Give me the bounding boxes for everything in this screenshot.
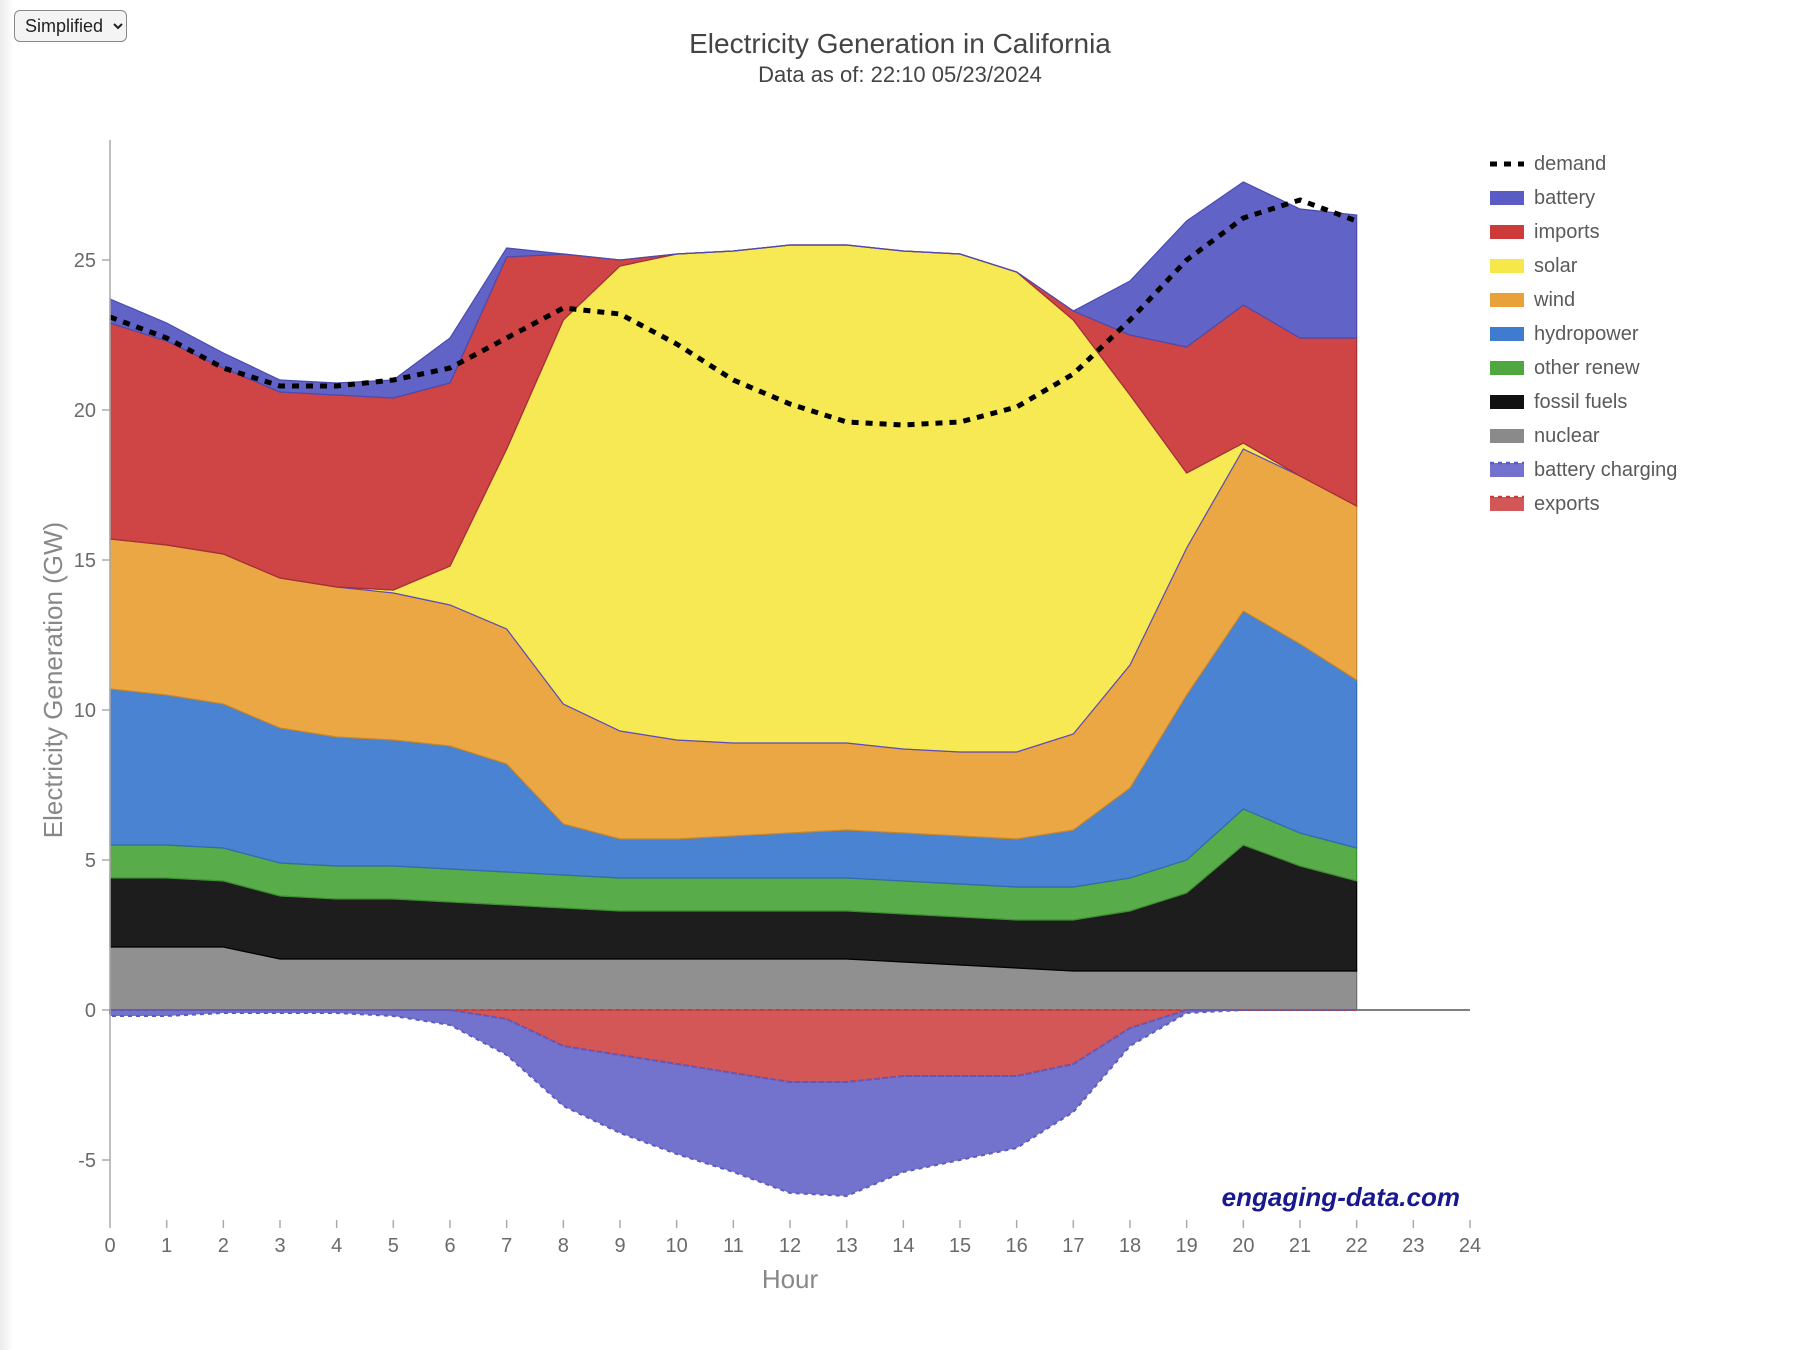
- x-tick-label: 7: [501, 1235, 512, 1257]
- legend-swatch-fill: [1490, 191, 1524, 205]
- legend-item-other_renew[interactable]: other renew: [1490, 357, 1640, 379]
- x-tick-label: 22: [1346, 1235, 1368, 1257]
- legend-label: battery: [1534, 187, 1595, 209]
- x-tick-label: 9: [614, 1235, 625, 1257]
- legend: demand battery imports solar wind hydropower o…: [1490, 153, 1677, 515]
- view-mode-select[interactable]: Simplified: [14, 10, 127, 42]
- legend-swatch-fill: [1490, 395, 1524, 409]
- x-tick-label: 1: [161, 1235, 172, 1257]
- page-left-shadow: [0, 0, 14, 1350]
- chart-container: -505101520250123456789101112131415161718…: [40, 130, 1760, 1310]
- x-tick-label: 12: [779, 1235, 801, 1257]
- legend-label: demand: [1534, 153, 1606, 175]
- x-tick-label: 4: [331, 1235, 342, 1257]
- legend-item-fossil[interactable]: fossil fuels: [1490, 391, 1627, 413]
- legend-swatch-fill: [1490, 327, 1524, 341]
- x-tick-label: 18: [1119, 1235, 1141, 1257]
- legend-item-solar[interactable]: solar: [1490, 255, 1578, 277]
- x-tick-label: 8: [558, 1235, 569, 1257]
- legend-label: other renew: [1534, 357, 1640, 379]
- legend-label: exports: [1534, 493, 1600, 515]
- x-tick-label: 10: [666, 1235, 688, 1257]
- chart-title: Electricity Generation in California: [20, 28, 1780, 60]
- y-tick-label: 10: [74, 700, 96, 722]
- x-tick-label: 17: [1062, 1235, 1084, 1257]
- x-tick-label: 3: [274, 1235, 285, 1257]
- legend-label: solar: [1534, 255, 1578, 277]
- legend-item-imports[interactable]: imports: [1490, 221, 1600, 243]
- x-tick-label: 2: [218, 1235, 229, 1257]
- legend-item-demand[interactable]: demand: [1490, 153, 1606, 175]
- y-axis-title: Electricity Generation (GW): [40, 522, 68, 838]
- generation-chart: -505101520250123456789101112131415161718…: [40, 130, 1760, 1310]
- x-axis-title: Hour: [762, 1264, 819, 1294]
- legend-swatch-fill: [1490, 259, 1524, 273]
- legend-item-wind[interactable]: wind: [1490, 289, 1575, 311]
- x-tick-label: 24: [1459, 1235, 1481, 1257]
- legend-swatch-fill: [1490, 361, 1524, 375]
- y-tick-label: 20: [74, 400, 96, 422]
- legend-item-battery_charging[interactable]: battery charging: [1490, 459, 1677, 481]
- x-tick-label: 5: [388, 1235, 399, 1257]
- y-tick-label: -5: [78, 1150, 96, 1172]
- legend-label: battery charging: [1534, 459, 1677, 481]
- x-tick-label: 19: [1176, 1235, 1198, 1257]
- x-tick-label: 11: [723, 1235, 744, 1257]
- x-tick-label: 15: [949, 1235, 971, 1257]
- legend-swatch-fill: [1490, 497, 1524, 511]
- chart-titles: Electricity Generation in California Dat…: [20, 28, 1780, 88]
- y-tick-label: 25: [74, 250, 96, 272]
- legend-label: hydropower: [1534, 323, 1639, 345]
- x-tick-label: 6: [444, 1235, 455, 1257]
- legend-swatch-fill: [1490, 429, 1524, 443]
- page-root: Simplified Electricity Generation in Cal…: [0, 0, 1800, 1350]
- legend-swatch-fill: [1490, 225, 1524, 239]
- legend-item-hydropower[interactable]: hydropower: [1490, 323, 1639, 345]
- legend-swatch-fill: [1490, 463, 1524, 477]
- x-tick-label: 13: [836, 1235, 858, 1257]
- legend-label: wind: [1533, 289, 1575, 311]
- legend-label: imports: [1534, 221, 1600, 243]
- legend-label: nuclear: [1534, 425, 1600, 447]
- x-tick-label: 23: [1402, 1235, 1424, 1257]
- legend-item-battery[interactable]: battery: [1490, 187, 1595, 209]
- y-tick-label: 5: [85, 850, 96, 872]
- y-tick-label: 0: [85, 1000, 96, 1022]
- x-tick-label: 0: [104, 1235, 115, 1257]
- top-controls: Simplified: [14, 10, 127, 42]
- legend-swatch-fill: [1490, 293, 1524, 307]
- chart-subtitle: Data as of: 22:10 05/23/2024: [20, 62, 1780, 88]
- legend-item-nuclear[interactable]: nuclear: [1490, 425, 1600, 447]
- legend-item-exports[interactable]: exports: [1490, 493, 1600, 515]
- y-tick-label: 15: [74, 550, 96, 572]
- x-tick-label: 16: [1006, 1235, 1028, 1257]
- watermark: engaging-data.com: [1222, 1182, 1460, 1212]
- x-tick-label: 20: [1232, 1235, 1254, 1257]
- x-tick-label: 21: [1289, 1235, 1311, 1257]
- x-tick-label: 14: [892, 1235, 914, 1257]
- legend-label: fossil fuels: [1534, 391, 1627, 413]
